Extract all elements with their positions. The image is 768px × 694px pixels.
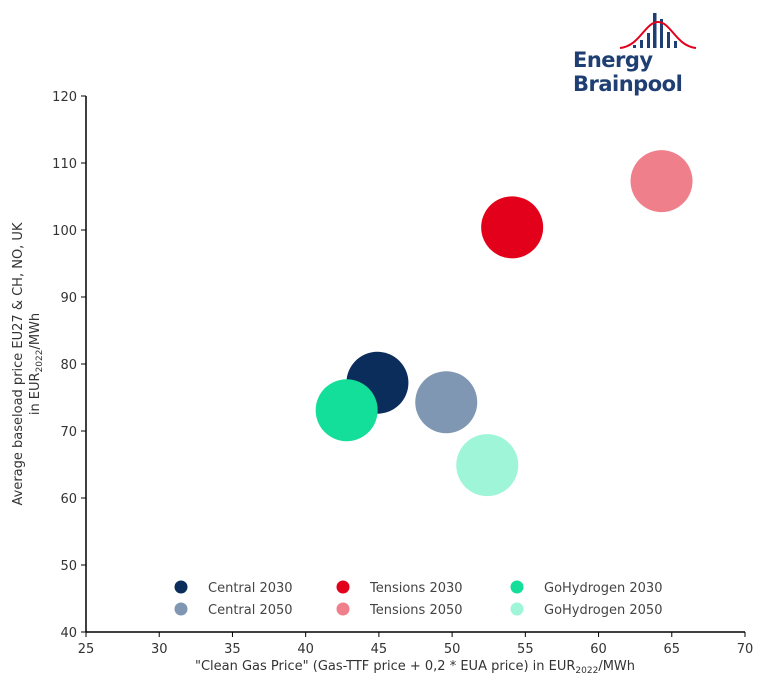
legend-marker xyxy=(510,580,524,594)
x-tick-label: 65 xyxy=(664,642,681,657)
y-tick-label: 40 xyxy=(60,626,77,641)
x-tick-label: 40 xyxy=(297,642,314,657)
legend-label: GoHydrogen 2050 xyxy=(544,603,662,618)
x-axis-label: "Clean Gas Price" (Gas-TTF price + 0,2 *… xyxy=(195,659,635,676)
x-tick-label: 55 xyxy=(517,642,534,657)
y-tick-label: 110 xyxy=(52,157,77,172)
logo-bars-icon xyxy=(633,13,677,48)
y-tick-label: 70 xyxy=(60,425,77,440)
y-tick-label: 90 xyxy=(60,291,77,306)
y-axis-label-line1: Average baseload price EU27 & CH, NO, UK xyxy=(11,222,26,505)
x-tick-label: 45 xyxy=(371,642,388,657)
x-tick-label: 25 xyxy=(78,642,95,657)
y-axis-label-line2: in EUR2022/MWh xyxy=(28,313,45,415)
y-tick-label: 80 xyxy=(60,358,77,373)
y-tick-label: 50 xyxy=(60,559,77,574)
x-tick-label: 30 xyxy=(151,642,168,657)
legend-label: Central 2030 xyxy=(208,581,293,596)
x-tick-label: 50 xyxy=(444,642,461,657)
legend-marker xyxy=(336,580,350,594)
x-tick-label: 60 xyxy=(590,642,607,657)
legend-marker xyxy=(510,602,524,616)
legend-label: Central 2050 xyxy=(208,603,293,618)
bubble-gohydrogen-2050 xyxy=(456,434,519,497)
y-tick-label: 60 xyxy=(60,492,77,507)
x-tick-label: 70 xyxy=(737,642,754,657)
legend-label: Tensions 2050 xyxy=(369,603,463,618)
logo-text: Energy Brainpool xyxy=(573,48,683,96)
bubble-tensions-2050 xyxy=(630,150,693,213)
bubble-central-2050 xyxy=(415,371,478,434)
legend-label: GoHydrogen 2030 xyxy=(544,581,662,596)
logo-curve-icon xyxy=(619,20,697,49)
bubble-gohydrogen-2030 xyxy=(315,379,378,442)
bubble-tensions-2030 xyxy=(481,196,544,259)
legend-marker xyxy=(336,602,350,616)
legend-marker xyxy=(174,602,188,616)
legend-label: Tensions 2030 xyxy=(369,581,463,596)
y-tick-label: 100 xyxy=(52,224,77,239)
legend-marker xyxy=(174,580,188,594)
x-tick-label: 35 xyxy=(224,642,241,657)
y-tick-label: 120 xyxy=(52,90,77,105)
